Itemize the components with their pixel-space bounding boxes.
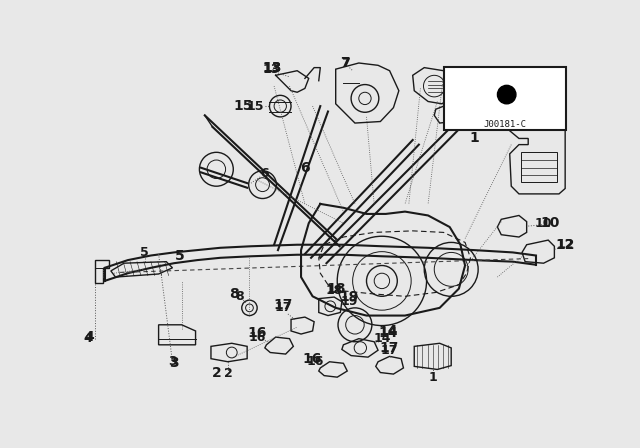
Text: 9: 9 xyxy=(468,76,477,90)
Text: J00181-C: J00181-C xyxy=(483,120,527,129)
Text: 15: 15 xyxy=(246,99,264,112)
Text: 17: 17 xyxy=(275,302,292,314)
Text: 12: 12 xyxy=(556,238,574,251)
Circle shape xyxy=(497,85,516,104)
Text: 11: 11 xyxy=(527,103,545,116)
Text: 19: 19 xyxy=(340,290,359,304)
Text: 16: 16 xyxy=(248,326,267,340)
Text: 7: 7 xyxy=(340,56,349,70)
Text: 11: 11 xyxy=(526,102,546,116)
Text: 16: 16 xyxy=(248,331,266,344)
Text: 14: 14 xyxy=(373,332,390,345)
Text: 13: 13 xyxy=(263,60,282,75)
Text: 3: 3 xyxy=(169,356,179,370)
Text: 17: 17 xyxy=(381,344,398,357)
Text: 8: 8 xyxy=(235,290,244,303)
Text: 2: 2 xyxy=(211,366,221,380)
Bar xyxy=(444,67,566,129)
Text: 4: 4 xyxy=(83,332,92,345)
Text: 1: 1 xyxy=(469,131,479,146)
Text: 7: 7 xyxy=(341,56,350,69)
Text: 17: 17 xyxy=(380,341,399,355)
Text: 4: 4 xyxy=(84,330,94,344)
Text: 16: 16 xyxy=(303,353,323,366)
Text: 6: 6 xyxy=(260,167,269,180)
Text: 8: 8 xyxy=(229,287,239,301)
Text: 19: 19 xyxy=(341,295,358,308)
Text: 2: 2 xyxy=(223,367,232,380)
Text: 18: 18 xyxy=(326,282,346,297)
Text: 10: 10 xyxy=(540,216,559,230)
Text: 14: 14 xyxy=(378,326,398,340)
Text: 17: 17 xyxy=(274,298,293,312)
Text: 15: 15 xyxy=(234,99,253,113)
Text: 6: 6 xyxy=(300,161,310,175)
Text: 16: 16 xyxy=(307,355,324,368)
Text: 9: 9 xyxy=(462,80,471,93)
Text: 10: 10 xyxy=(535,217,552,230)
Text: 18: 18 xyxy=(326,284,343,297)
Text: 1: 1 xyxy=(428,370,437,383)
Text: 3: 3 xyxy=(168,355,177,368)
Text: 5: 5 xyxy=(175,249,185,263)
Text: 12: 12 xyxy=(556,238,575,252)
Text: 14: 14 xyxy=(378,324,398,338)
Text: 13: 13 xyxy=(262,63,280,76)
Bar xyxy=(520,152,557,181)
Text: 5: 5 xyxy=(140,246,149,259)
Text: 13: 13 xyxy=(263,60,282,75)
